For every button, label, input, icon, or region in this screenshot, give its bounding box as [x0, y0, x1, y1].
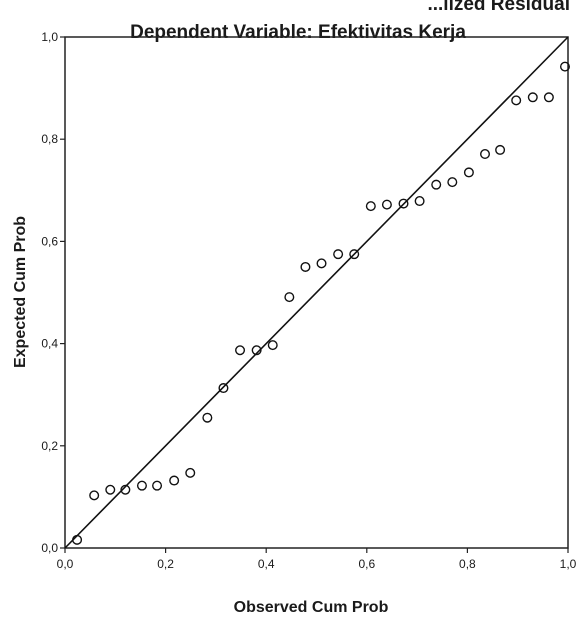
- data-point: [136, 480, 147, 491]
- x-tick-label: 0,0: [57, 557, 74, 571]
- data-point: [414, 196, 425, 207]
- data-point: [120, 484, 131, 495]
- reference-line: [64, 36, 569, 549]
- data-point: [202, 412, 213, 423]
- data-point: [559, 61, 570, 72]
- data-point: [105, 484, 116, 495]
- y-tick-label: 0,2: [41, 439, 58, 453]
- x-tick-label: 0,4: [258, 557, 275, 571]
- y-tick-label: 0,6: [41, 234, 58, 248]
- chart-title: Dependent Variable: Efektivitas Kerja: [130, 22, 466, 43]
- reference-line-group: [64, 36, 569, 549]
- data-point: [235, 345, 246, 356]
- y-tick-label: 1,0: [41, 30, 58, 44]
- data-point: [251, 345, 262, 356]
- plot-frame: [64, 36, 569, 549]
- x-axis-label: Observed Cum Prob: [234, 599, 389, 616]
- data-point: [495, 144, 506, 155]
- partial-title-text: ...lized Residual: [427, 0, 570, 15]
- data-point: [365, 201, 376, 212]
- x-tick-label: 0,6: [358, 557, 375, 571]
- x-tick-label: 1,0: [560, 557, 577, 571]
- y-tick-label: 0,4: [41, 337, 58, 351]
- data-point: [398, 198, 409, 209]
- data-point: [72, 534, 83, 545]
- data-point: [89, 490, 100, 501]
- data-point: [381, 199, 392, 210]
- data-point: [543, 92, 554, 103]
- data-point: [152, 480, 163, 491]
- data-point: [218, 383, 229, 394]
- data-point: [267, 340, 278, 351]
- data-point: [431, 179, 442, 190]
- data-point: [316, 258, 327, 269]
- data-point: [511, 95, 522, 106]
- y-tick-label: 0,8: [41, 132, 58, 146]
- y-axis-label: Expected Cum Prob: [12, 216, 29, 368]
- data-point: [300, 261, 311, 272]
- data-point: [463, 167, 474, 178]
- x-axis: 0,0 0,2 0,4 0,6 0,8 1,0: [57, 548, 577, 571]
- data-point: [333, 249, 344, 260]
- data-point: [527, 92, 538, 103]
- data-point: [480, 149, 491, 160]
- data-point: [185, 467, 196, 478]
- y-tick-label: 0,0: [41, 541, 58, 555]
- data-points-group: [72, 61, 570, 545]
- data-point: [349, 249, 360, 260]
- y-axis: 0,0 0,2 0,4 0,6 0,8 1,0: [41, 30, 65, 555]
- x-tick-label: 0,8: [459, 557, 476, 571]
- data-point: [284, 292, 295, 303]
- data-point: [447, 177, 458, 188]
- x-tick-label: 0,2: [157, 557, 174, 571]
- data-point: [169, 475, 180, 486]
